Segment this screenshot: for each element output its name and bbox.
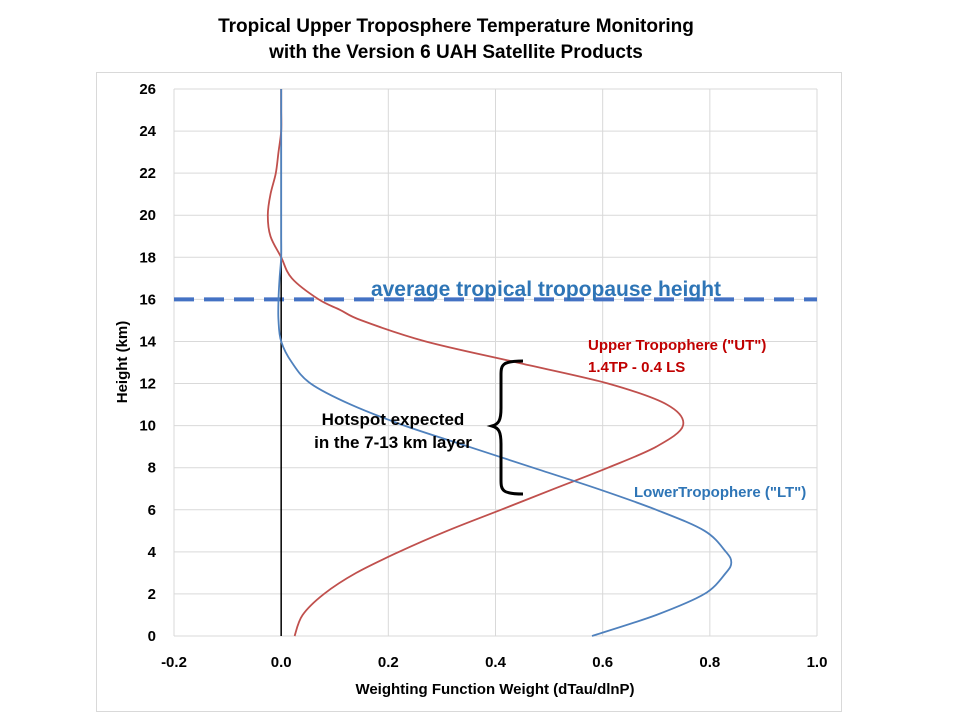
- gridlines: [173, 88, 818, 637]
- y-tick-label-14: 14: [139, 333, 156, 350]
- x-tick-label-0.0: 0.0: [271, 654, 292, 671]
- chart-title: Tropical Upper Troposphere Temperature M…: [0, 14, 912, 66]
- hotspot-brace: [486, 359, 524, 496]
- y-tick-label-12: 12: [139, 376, 156, 393]
- ut-weighting-curve: [266, 89, 685, 637]
- y-tick-label-16: 16: [139, 291, 156, 308]
- y-tick-label-10: 10: [139, 418, 156, 435]
- ut-label-line-2: 1.4TP - 0.4 LS: [588, 359, 685, 376]
- y-tick-label-2: 2: [148, 586, 156, 603]
- x-tick-label-0.4: 0.4: [485, 654, 507, 671]
- series-lines: [266, 89, 733, 637]
- y-tick-label-24: 24: [139, 123, 156, 140]
- plot-area-frame: [96, 72, 842, 712]
- x-tick-label--0.2: -0.2: [161, 654, 187, 671]
- ut-label-line-1: Upper Tropophere ("UT"): [588, 337, 766, 354]
- hotspot-label-line-2: in the 7-13 km layer: [314, 433, 472, 452]
- x-tick-label-1.0: 1.0: [807, 654, 828, 671]
- tropopause-label: average tropical tropopause height: [371, 278, 721, 301]
- x-tick-label-0.6: 0.6: [592, 654, 613, 671]
- lt-weighting-curve: [277, 89, 733, 637]
- x-tick-label-0.8: 0.8: [699, 654, 720, 671]
- y-tick-label-6: 6: [148, 502, 156, 519]
- y-tick-label-4: 4: [148, 544, 157, 561]
- hotspot-label-line-1: Hotspot expected: [322, 410, 465, 429]
- y-axis-label: Height (km): [114, 321, 131, 404]
- y-tick-label-20: 20: [139, 207, 156, 224]
- y-tick-label-18: 18: [139, 249, 156, 266]
- lt-label: LowerTropophere ("LT"): [634, 484, 806, 501]
- y-tick-label-22: 22: [139, 165, 156, 182]
- chart-title-line-1: Tropical Upper Troposphere Temperature M…: [218, 16, 694, 37]
- y-tick-label-0: 0: [148, 628, 156, 645]
- chart-title-line-2: with the Version 6 UAH Satellite Product…: [269, 42, 643, 63]
- x-axis-label: Weighting Function Weight (dTau/dlnP): [355, 681, 634, 698]
- x-tick-label-0.2: 0.2: [378, 654, 399, 671]
- y-tick-label-8: 8: [148, 460, 156, 477]
- y-tick-label-26: 26: [139, 81, 156, 98]
